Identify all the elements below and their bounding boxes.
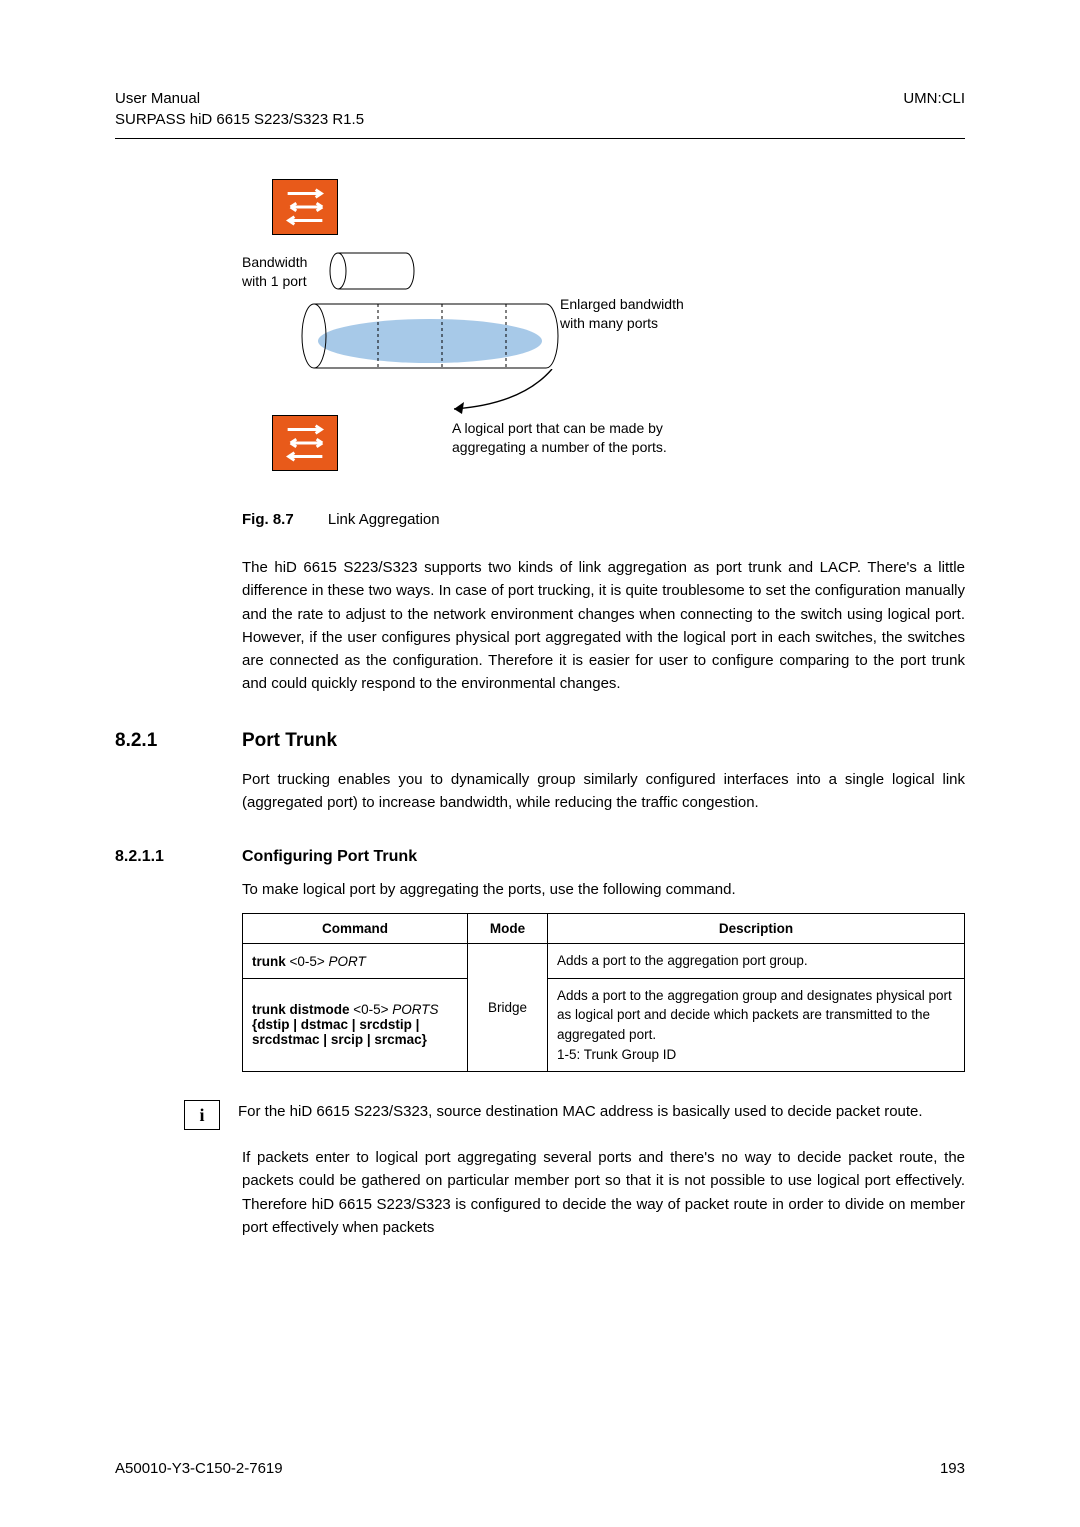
table-mode-cell: Bridge (468, 944, 548, 1072)
page: User Manual SURPASS hiD 6615 S223/S323 R… (0, 0, 1080, 1527)
info-note-text: For the hiD 6615 S223/S323, source desti… (238, 1100, 965, 1130)
bandwidth-label-line2: with 1 port (242, 273, 307, 289)
enlarged-label-line2: with many ports (560, 315, 658, 331)
logical-port-line1: A logical port that can be made by (452, 420, 663, 436)
page-header: User Manual SURPASS hiD 6615 S223/S323 R… (115, 88, 965, 130)
wide-pipe-icon (300, 301, 560, 371)
cmd-port: PORT (325, 954, 366, 969)
switch-icon-bottom (272, 415, 338, 471)
bandwidth-label: Bandwidth with 1 port (242, 253, 307, 291)
section-8-2-1-1-paragraph: To make logical port by aggregating the … (242, 878, 965, 901)
table-header-command: Command (243, 914, 468, 944)
section-8-2-1-title: Port Trunk (242, 730, 337, 752)
table-row2-command: trunk distmode <0-5> PORTS {dstip | dstm… (243, 978, 468, 1071)
figure-caption-number: Fig. 8.7 (242, 511, 294, 528)
content-column: Bandwidth with 1 port (242, 179, 965, 1239)
table-header-row: Command Mode Description (243, 914, 965, 944)
command-table: Command Mode Description trunk <0-5> POR… (242, 913, 965, 1072)
figure-caption: Fig. 8.7 Link Aggregation (242, 511, 965, 528)
info-icon: i (184, 1100, 220, 1130)
enlarged-label: Enlarged bandwidth with many ports (560, 295, 684, 333)
narrow-pipe-icon (328, 251, 418, 291)
table-header-mode: Mode (468, 914, 548, 944)
section-8-2-1-1-number: 8.2.1.1 (115, 848, 242, 866)
logical-port-label: A logical port that can be made by aggre… (452, 419, 667, 457)
cmd-trunk: trunk (252, 954, 290, 969)
footer-right: 193 (940, 1460, 965, 1477)
arrow-icon (442, 369, 562, 419)
table-row: trunk <0-5> PORT Bridge Adds a port to t… (243, 944, 965, 979)
header-left-line2: SURPASS hiD 6615 S223/S323 R1.5 (115, 109, 364, 130)
cmd-range2: <0-5> (353, 1002, 388, 1017)
header-left-line1: User Manual (115, 88, 364, 109)
header-right: UMN:CLI (903, 88, 965, 130)
table-row1-command: trunk <0-5> PORT (243, 944, 468, 979)
switch-icon-top (272, 179, 338, 235)
cmd-ports: PORTS (389, 1002, 439, 1017)
enlarged-label-line1: Enlarged bandwidth (560, 296, 684, 312)
table-row2-desc-text: Adds a port to the aggregation group and… (557, 988, 952, 1062)
table-header-description: Description (548, 914, 965, 944)
cmd-options: {dstip | dstmac | srcdstip | srcdstmac |… (252, 1017, 427, 1047)
section-8-2-1-number: 8.2.1 (115, 730, 242, 752)
section-8-2-1-1-title: Configuring Port Trunk (242, 848, 417, 866)
cmd-trunk-distmode: trunk distmode (252, 1002, 353, 1017)
header-rule (115, 138, 965, 139)
cmd-range: <0-5> (290, 954, 325, 969)
table-row: trunk distmode <0-5> PORTS {dstip | dstm… (243, 978, 965, 1071)
table-row2-desc: Adds a port to the aggregation group and… (548, 978, 965, 1071)
section-8-2-1-1-heading: 8.2.1.1 Configuring Port Trunk (115, 848, 965, 866)
table-row1-desc: Adds a port to the aggregation port grou… (548, 944, 965, 979)
logical-port-line2: aggregating a number of the ports. (452, 439, 667, 455)
footer-left: A50010-Y3-C150-2-7619 (115, 1460, 283, 1477)
section-8-2-1-paragraph: Port trucking enables you to dynamically… (242, 768, 965, 815)
header-left: User Manual SURPASS hiD 6615 S223/S323 R… (115, 88, 364, 130)
page-footer: A50010-Y3-C150-2-7619 193 (115, 1460, 965, 1477)
bandwidth-label-line1: Bandwidth (242, 254, 307, 270)
section-8-2-1-heading: 8.2.1 Port Trunk (115, 730, 965, 752)
figure-caption-text: Link Aggregation (328, 511, 440, 528)
link-aggregation-figure: Bandwidth with 1 port (242, 179, 782, 489)
info-note: i For the hiD 6615 S223/S323, source des… (184, 1100, 965, 1130)
trailing-paragraph: If packets enter to logical port aggrega… (242, 1146, 965, 1239)
intro-paragraph: The hiD 6615 S223/S323 supports two kind… (242, 556, 965, 696)
